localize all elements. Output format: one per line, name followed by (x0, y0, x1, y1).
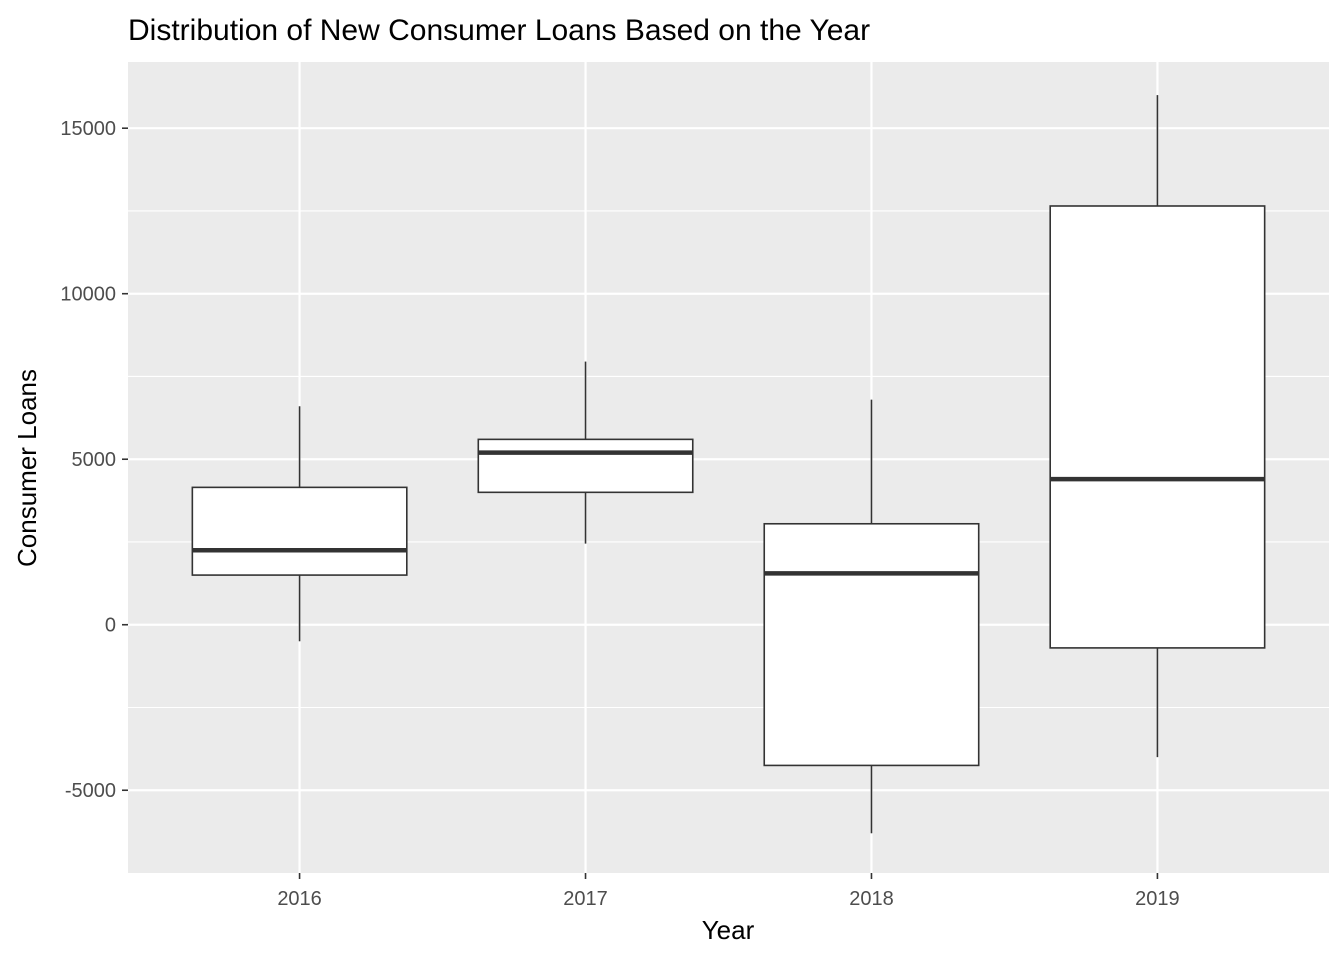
box-iqr (763, 522, 980, 767)
y-tick-label: 0 (105, 615, 116, 637)
y-tick-label: 5000 (72, 449, 117, 471)
boxes (191, 95, 1266, 834)
x-axis: 2016 2017 2018 2019 (277, 873, 1180, 910)
box-2018 (763, 399, 980, 834)
y-axis: -5000 0 5000 10000 15000 (60, 118, 128, 802)
x-tick-label: 2019 (1135, 888, 1180, 910)
y-axis-title: Consumer Loans (12, 369, 42, 567)
box-iqr (1049, 205, 1266, 649)
y-tick-label: 10000 (60, 284, 116, 306)
box-2016 (191, 406, 408, 642)
box-2019 (1049, 95, 1266, 758)
x-tick-label: 2017 (563, 888, 608, 910)
x-tick-label: 2018 (849, 888, 894, 910)
y-tick-label: -5000 (65, 780, 116, 802)
box-iqr (191, 486, 408, 576)
box-iqr (477, 438, 694, 494)
x-axis-title: Year (702, 915, 755, 945)
y-tick-label: 15000 (60, 118, 116, 140)
chart-title: Distribution of New Consumer Loans Based… (128, 14, 870, 47)
box-2017 (477, 361, 694, 544)
x-tick-label: 2016 (277, 888, 322, 910)
